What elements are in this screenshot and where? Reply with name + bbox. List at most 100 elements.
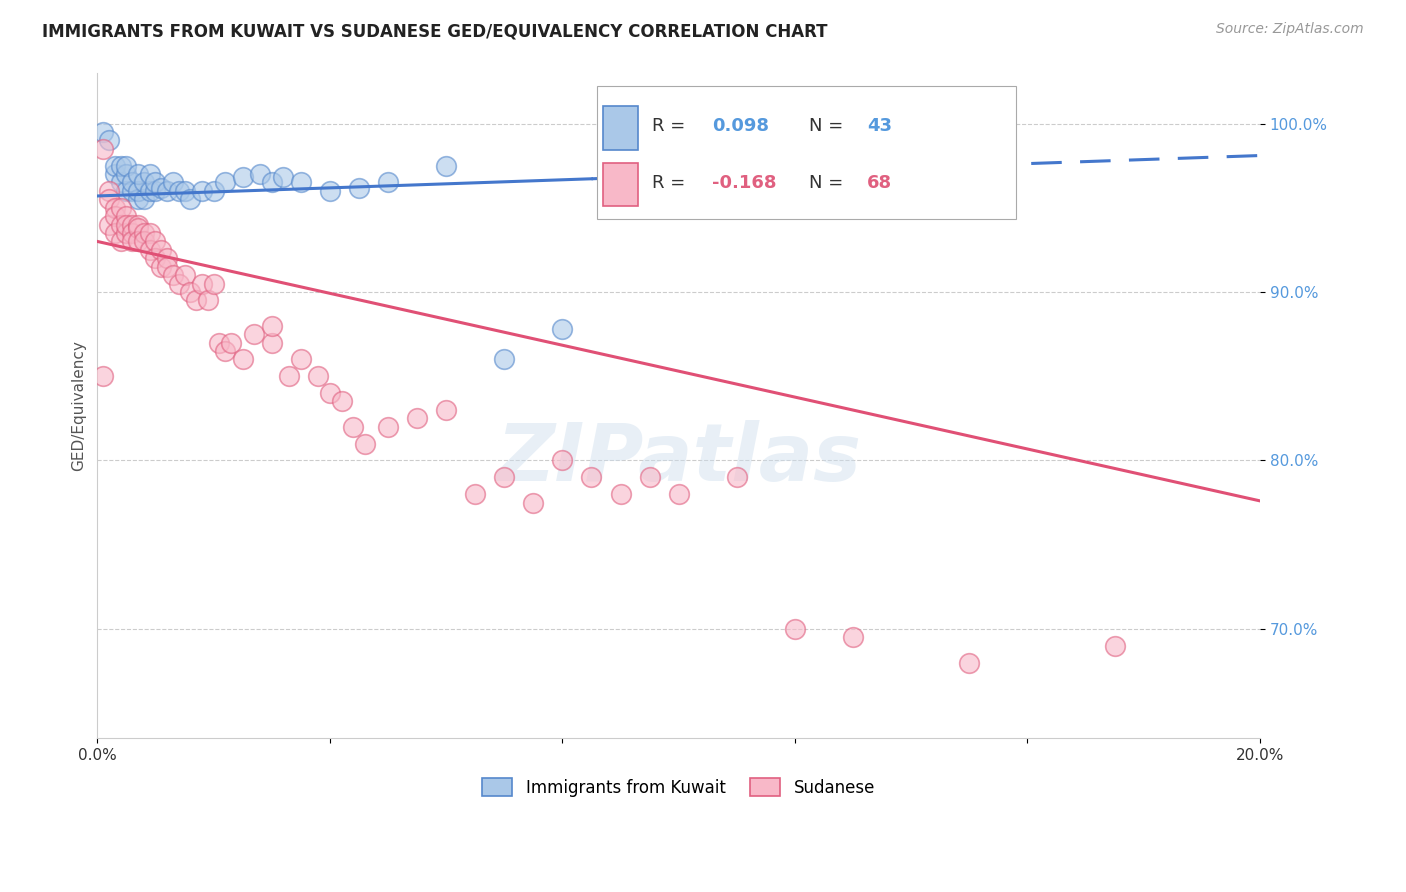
Point (138, 226, 160, 240)
Text: 43: 43 (868, 117, 891, 136)
Point (551, 453, 574, 467)
Point (132, 226, 155, 240)
Point (725, 470, 748, 484)
Point (214, 343, 236, 358)
Text: Source: ZipAtlas.com: Source: ZipAtlas.com (1216, 22, 1364, 37)
Point (121, 218, 143, 232)
Point (609, 487, 631, 501)
Point (290, 176, 312, 190)
Point (957, 656, 980, 670)
Point (609, 180, 631, 194)
Point (434, 403, 457, 417)
Point (342, 419, 364, 434)
Point (668, 487, 690, 501)
Point (290, 352, 312, 367)
Point (330, 394, 353, 409)
Point (353, 436, 375, 450)
Point (138, 184, 160, 198)
Point (145, 235, 167, 249)
Text: N =: N = (808, 117, 849, 136)
Point (249, 167, 271, 181)
Point (127, 167, 149, 181)
Point (104, 226, 127, 240)
Point (173, 268, 195, 282)
Point (132, 176, 155, 190)
Point (162, 268, 184, 282)
Point (406, 411, 429, 425)
Point (232, 352, 254, 367)
Point (842, 631, 865, 645)
Point (138, 243, 160, 257)
Bar (603, 163, 638, 206)
Point (115, 218, 138, 232)
Point (273, 170, 295, 185)
Point (98, 218, 121, 232)
Point (110, 201, 132, 215)
Text: ZIPatlas: ZIPatlas (496, 420, 862, 498)
Text: R =: R = (652, 174, 690, 192)
Point (121, 176, 143, 190)
Point (522, 495, 544, 509)
Point (115, 184, 138, 198)
Point (98, 192, 121, 206)
Text: -0.168: -0.168 (713, 174, 778, 192)
Point (494, 352, 516, 367)
Point (98, 133, 121, 147)
Point (167, 184, 190, 198)
Point (115, 209, 138, 223)
Point (191, 277, 214, 291)
Point (115, 159, 138, 173)
Point (145, 176, 167, 190)
Point (179, 192, 201, 206)
Point (464, 487, 486, 501)
Point (132, 235, 155, 249)
Point (115, 226, 138, 240)
Point (219, 335, 242, 350)
Point (197, 293, 219, 308)
Point (191, 184, 214, 198)
Point (494, 470, 516, 484)
Point (347, 180, 370, 194)
Point (162, 176, 184, 190)
Point (202, 184, 225, 198)
Point (243, 327, 266, 342)
Point (755, 167, 778, 181)
Y-axis label: GED/Equivalency: GED/Equivalency (72, 340, 86, 471)
Point (104, 209, 127, 223)
Point (110, 159, 132, 173)
Point (167, 277, 190, 291)
Text: R =: R = (652, 117, 690, 136)
Point (150, 243, 173, 257)
Point (581, 470, 603, 484)
Point (98, 184, 121, 198)
Point (127, 184, 149, 198)
Point (186, 293, 208, 308)
Point (145, 184, 167, 198)
Point (156, 252, 179, 266)
Point (127, 218, 149, 232)
Point (319, 386, 342, 401)
Point (377, 176, 399, 190)
Point (104, 167, 127, 181)
Point (232, 170, 254, 185)
Point (127, 221, 149, 235)
Point (260, 176, 283, 190)
Point (110, 218, 132, 232)
Point (91, 142, 114, 156)
Point (260, 335, 283, 350)
Point (278, 369, 301, 384)
Point (173, 184, 195, 198)
Text: 68: 68 (868, 174, 893, 192)
Point (202, 277, 225, 291)
Legend: Immigrants from Kuwait, Sudanese: Immigrants from Kuwait, Sudanese (475, 772, 882, 804)
Point (783, 622, 806, 636)
Point (127, 192, 149, 206)
Point (156, 260, 179, 274)
Point (214, 176, 236, 190)
Point (104, 201, 127, 215)
Point (319, 184, 342, 198)
Point (121, 226, 143, 240)
Point (145, 252, 167, 266)
FancyBboxPatch shape (598, 87, 1017, 219)
Point (150, 180, 173, 194)
